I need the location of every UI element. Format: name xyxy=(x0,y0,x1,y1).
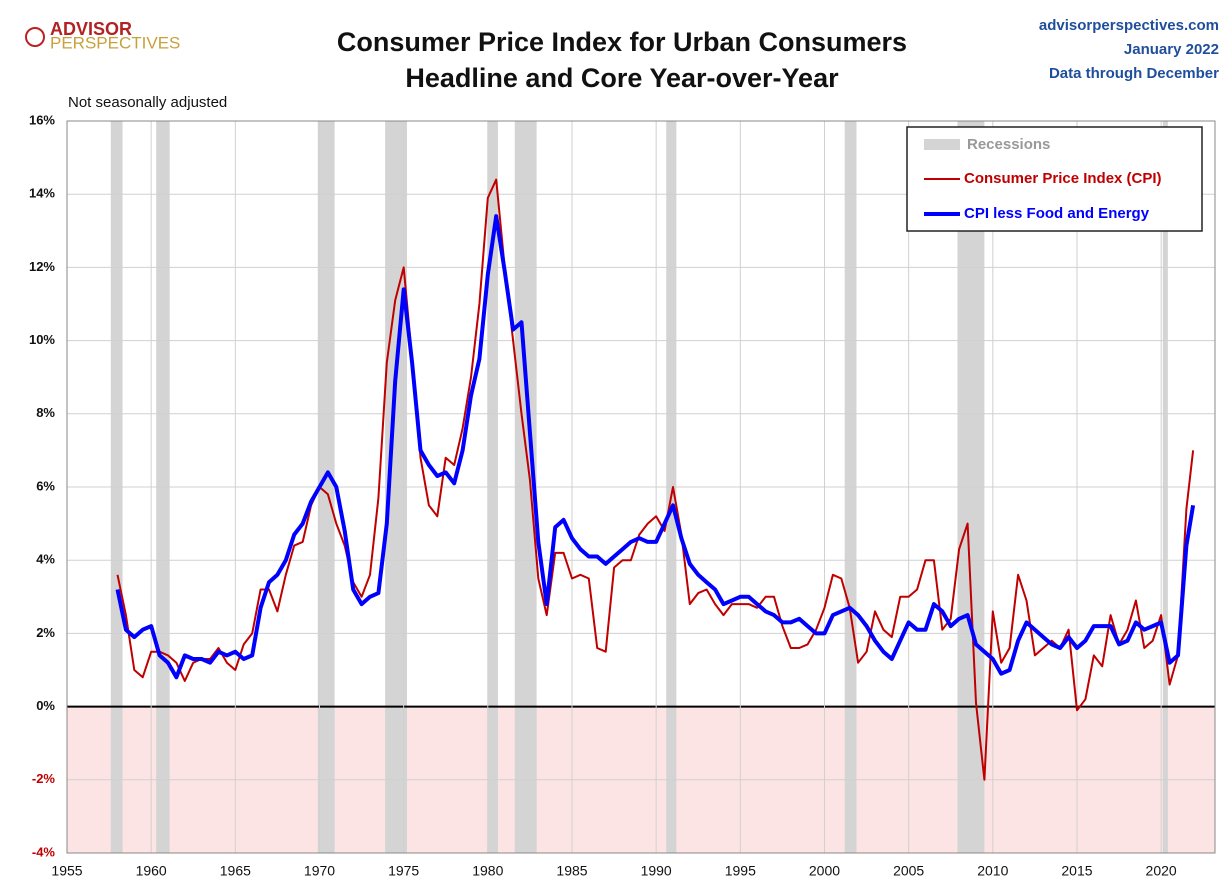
y-tick-label: 4% xyxy=(36,552,55,567)
x-tick-label: 1955 xyxy=(51,863,82,879)
y-tick-label: 8% xyxy=(36,405,55,420)
logo-icon xyxy=(25,27,45,47)
legend-label: Consumer Price Index (CPI) xyxy=(964,170,1162,187)
x-tick-label: 2005 xyxy=(893,863,924,879)
x-tick-label: 1960 xyxy=(136,863,167,879)
y-tick-label: 0% xyxy=(36,698,55,713)
x-tick-label: 1980 xyxy=(472,863,503,879)
source: advisorperspectives.com xyxy=(1039,17,1219,34)
legend-label: Recessions xyxy=(967,136,1050,153)
y-tick-label: 6% xyxy=(36,478,55,493)
y-tick-label: -4% xyxy=(32,844,56,859)
source: Data through December xyxy=(1049,65,1219,82)
y-tick-label: 10% xyxy=(29,332,55,347)
x-tick-label: 2020 xyxy=(1146,863,1177,879)
source: January 2022 xyxy=(1124,41,1219,58)
plot-frame xyxy=(66,120,1216,854)
x-tick-label: 2000 xyxy=(809,863,840,879)
logo-bottom: PERSPECTIVES xyxy=(50,33,180,52)
chart-title: Consumer Price Index for Urban Consumers xyxy=(337,27,907,57)
chart-subtitle: Headline and Core Year-over-Year xyxy=(405,63,839,93)
x-tick-label: 1985 xyxy=(556,863,587,879)
x-tick-label: 1975 xyxy=(388,863,419,879)
x-tick-label: 2015 xyxy=(1061,863,1092,879)
logo-top: ADVISOR xyxy=(50,19,132,39)
y-tick-label: 2% xyxy=(36,625,55,640)
x-tick-label: 1965 xyxy=(220,863,251,879)
y-tick-label: 12% xyxy=(29,259,55,274)
series-line xyxy=(115,214,1196,680)
x-tick-label: 2010 xyxy=(977,863,1008,879)
note: Not seasonally adjusted xyxy=(68,94,227,111)
legend-swatch xyxy=(924,139,960,150)
series-line xyxy=(116,178,1195,781)
y-tick-label: 14% xyxy=(29,186,55,201)
x-tick-label: 1970 xyxy=(304,863,335,879)
y-tick-label: 16% xyxy=(29,112,55,127)
y-tick-label: -2% xyxy=(32,771,56,786)
legend-label: CPI less Food and Energy xyxy=(964,205,1150,222)
x-tick-label: 1990 xyxy=(641,863,672,879)
x-tick-label: 1995 xyxy=(725,863,756,879)
